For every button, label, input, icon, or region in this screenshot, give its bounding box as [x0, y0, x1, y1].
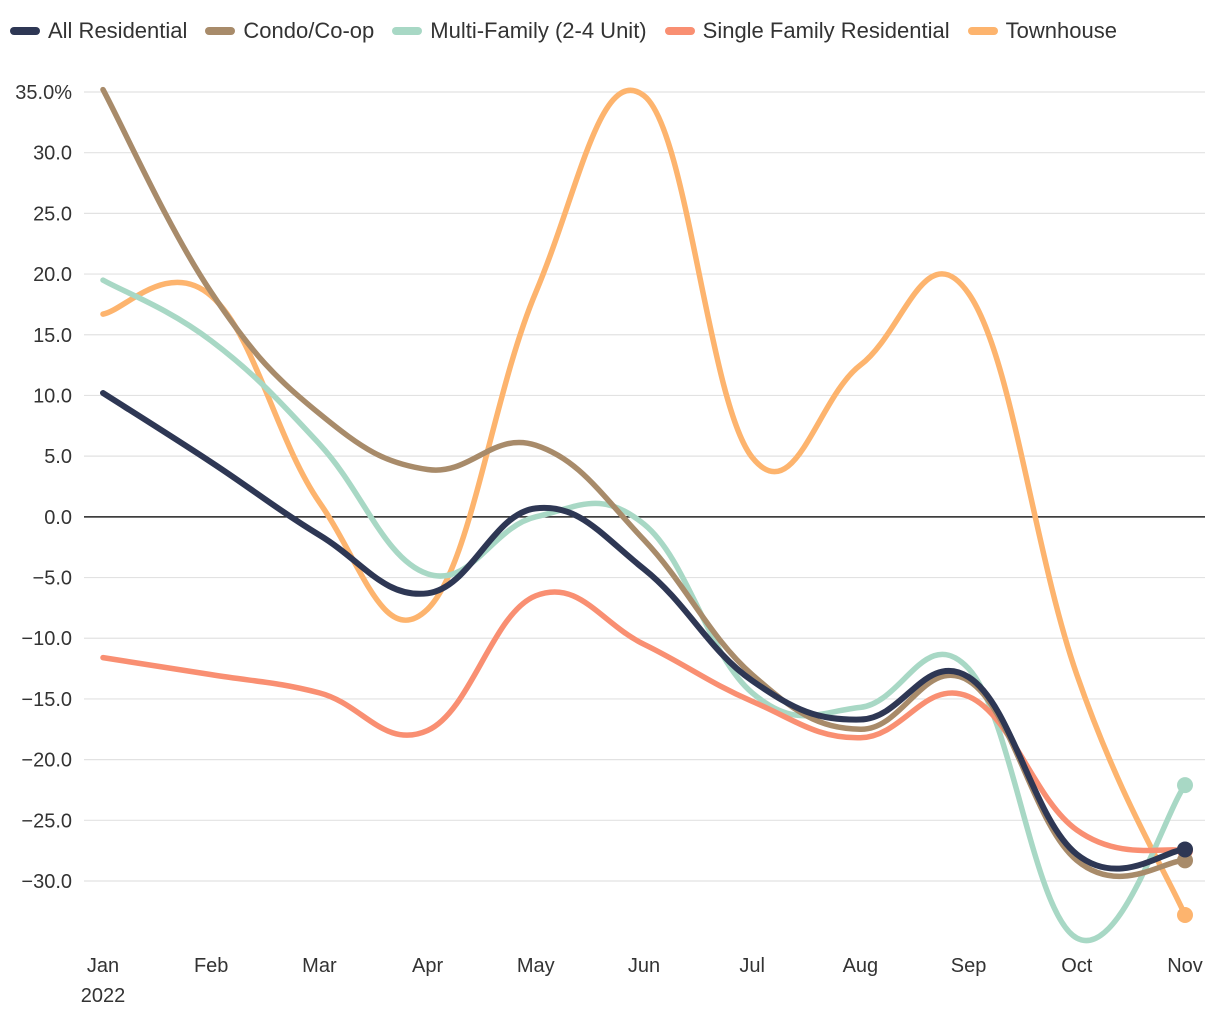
series-end-point-multi-family[interactable] [1177, 777, 1193, 794]
y-tick-label: 30.0 [33, 143, 72, 165]
y-axis: 35.0% 30.0 25.0 20.0 15.0 10.0 5.0 0.0 −5.0 −10.0… [15, 82, 72, 893]
y-tick-label: −15.0 [21, 689, 72, 711]
x-tick-label: Nov [1167, 955, 1203, 977]
y-tick-label: 5.0 [44, 446, 72, 468]
y-tick-label: −20.0 [21, 750, 72, 772]
y-tick-label: 25.0 [33, 203, 72, 225]
series-line-townhouse[interactable] [100, 87, 1188, 918]
x-tick-label: Feb [194, 955, 228, 977]
series-end-point-all-residential[interactable] [1177, 841, 1193, 858]
legend-item-multi-family[interactable]: Multi-Family (2-4 Unit) [392, 18, 647, 44]
gridlines [84, 91, 1205, 882]
legend-swatch-condo-coop [205, 27, 236, 35]
legend-item-all-residential[interactable]: All Residential [10, 18, 187, 44]
legend-label-single-family: Single Family Residential [702, 18, 950, 43]
x-tick-label: Jul [739, 955, 765, 977]
legend-label-townhouse: Townhouse [1005, 18, 1117, 43]
x-tick-label: Jan [87, 955, 119, 977]
y-tick-label: −10.0 [21, 628, 72, 650]
series-line-all-residential[interactable] [100, 390, 1188, 872]
legend-item-condo-coop[interactable]: Condo/Co-op [205, 18, 374, 44]
legend-label-condo-coop: Condo/Co-op [243, 18, 375, 43]
x-tick-label: Jun [628, 955, 660, 977]
x-tick-label: Aug [843, 955, 879, 977]
legend-swatch-townhouse [967, 27, 998, 35]
series-lines [100, 86, 1193, 944]
y-tick-label: 10.0 [33, 385, 72, 407]
y-tick-label: −25.0 [21, 810, 72, 832]
y-tick-label: 35.0% [15, 82, 72, 104]
legend-label-multi-family: Multi-Family (2-4 Unit) [430, 18, 647, 43]
x-year-label: 2022 [81, 985, 126, 1007]
legend-item-single-family[interactable]: Single Family Residential [664, 18, 950, 44]
x-tick-label: Oct [1061, 955, 1093, 977]
y-tick-label: 0.0 [44, 507, 72, 529]
y-tick-label: −30.0 [21, 871, 72, 893]
x-tick-label: Sep [951, 955, 987, 977]
x-tick-label: Apr [412, 955, 443, 977]
y-tick-label: 15.0 [33, 325, 72, 347]
series-end-point-townhouse[interactable] [1177, 906, 1193, 923]
legend-item-townhouse[interactable]: Townhouse [967, 18, 1117, 44]
x-axis: Jan Feb Mar Apr May Jun Jul Aug Sep Oct Nov 2022 [81, 955, 1203, 1007]
x-tick-label: Mar [302, 955, 337, 977]
legend-swatch-multi-family [392, 27, 423, 35]
legend: All Residential Condo/Co-op Multi-Family… [10, 18, 1135, 44]
x-tick-label: May [517, 955, 555, 977]
y-tick-label: 20.0 [33, 264, 72, 286]
legend-label-all-residential: All Residential [48, 18, 188, 43]
y-tick-label: −5.0 [33, 568, 72, 590]
legend-swatch-single-family [664, 27, 695, 35]
series-line-multi-family[interactable] [100, 277, 1188, 944]
legend-swatch-all-residential [10, 27, 40, 35]
